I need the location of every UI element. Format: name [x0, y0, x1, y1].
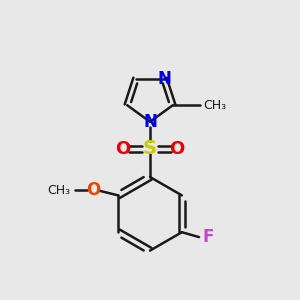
Text: O: O	[116, 140, 130, 158]
Text: CH₃: CH₃	[47, 184, 70, 197]
Text: O: O	[169, 140, 184, 158]
Text: F: F	[203, 228, 214, 246]
Text: CH₃: CH₃	[203, 99, 226, 112]
Text: O: O	[86, 182, 101, 200]
Text: N: N	[143, 113, 157, 131]
Text: N: N	[157, 70, 171, 88]
Text: S: S	[143, 139, 157, 158]
